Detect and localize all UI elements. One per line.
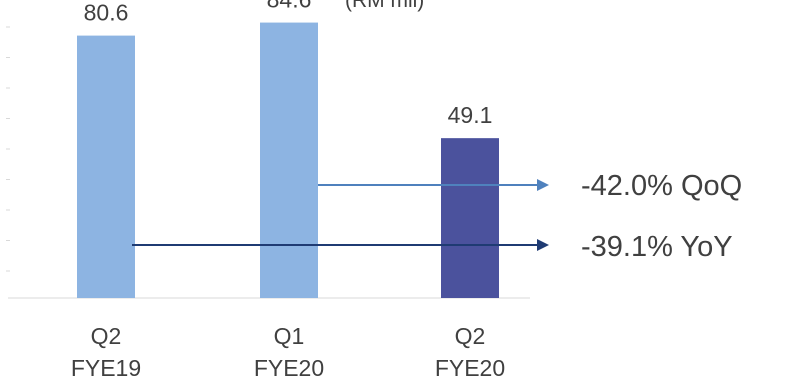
x-tick-label: FYE20 <box>435 355 505 381</box>
data-label: 49.1 <box>448 102 493 128</box>
change-arrows: -42.0% QoQ -39.1% YoY <box>132 170 742 263</box>
x-tick-label: Q1 <box>274 323 305 349</box>
bar <box>260 22 318 299</box>
data-label: 84.6 <box>267 0 312 13</box>
x-tick-label: Q2 <box>455 323 486 349</box>
bars: 80.6 Q2 FYE19 84.6 Q1 FYE20 49.1 Q2 FYE20 <box>71 0 505 381</box>
x-tick-label: FYE19 <box>71 355 141 381</box>
bar <box>441 138 499 298</box>
data-label: 80.6 <box>84 0 129 26</box>
bar <box>77 35 135 298</box>
change-annotation: -42.0% QoQ <box>581 170 742 202</box>
x-tick-label: Q2 <box>91 323 122 349</box>
x-tick-label: FYE20 <box>254 355 324 381</box>
change-annotation: -39.1% YoY <box>581 231 733 263</box>
y-axis-ticks <box>6 26 10 272</box>
unit-label: (RM mil) <box>345 0 424 12</box>
